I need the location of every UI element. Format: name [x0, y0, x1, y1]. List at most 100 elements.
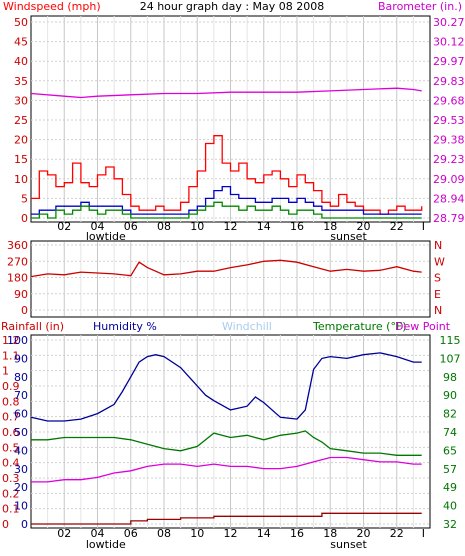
x-tick-label: 16: [290, 220, 304, 233]
barometer-tick: 29.23: [433, 153, 465, 166]
barometer-tick: 30.12: [433, 36, 465, 49]
windspeed-tick: 10: [14, 173, 28, 186]
temperature-tick: 65: [443, 444, 457, 457]
humidity-tick: 60: [14, 408, 28, 421]
x-tick-label: 12: [224, 527, 238, 540]
x-tick-label: 02: [57, 527, 71, 540]
rain-line: [31, 512, 422, 525]
x-tick-label: 18: [323, 220, 337, 233]
compass-tick: W: [434, 255, 445, 268]
rainfall-tick: 1.1: [2, 349, 20, 362]
windspeed-tick: 40: [14, 55, 28, 68]
rainfall-tick: 0.8: [2, 395, 20, 408]
barometer-tick: 29.68: [433, 94, 465, 107]
direction-tick: 90: [14, 288, 28, 301]
humidity-tick: 80: [14, 371, 28, 384]
windspeed-tick: 20: [14, 134, 28, 147]
temperature-axis-label: Temperature (°F): [312, 320, 407, 333]
x-tick-label: 10: [190, 220, 204, 233]
x-tick-label: 04: [91, 527, 105, 540]
rainfall-tick: 0.2: [2, 487, 20, 500]
x-tick-label: 20: [357, 220, 371, 233]
rainfall-tick: 0.3: [2, 472, 20, 485]
humidity-tick: 30: [14, 463, 28, 476]
x-annotation: sunset: [330, 538, 367, 551]
windspeed-tick: 0: [21, 212, 28, 225]
temp-panel-plot: [30, 352, 422, 525]
x-tick-label: 06: [124, 220, 138, 233]
temperature-tick: 98: [443, 371, 457, 384]
windspeed-tick: 15: [14, 153, 28, 166]
wind-series-line: [31, 135, 423, 215]
x-tick-label: 02: [57, 220, 71, 233]
wind-series-line: [31, 201, 422, 219]
x-tick-label: 20: [357, 527, 371, 540]
barometer-tick: 29.53: [433, 114, 465, 127]
chart-title: 24 hour graph day : May 08 2008: [140, 0, 325, 13]
tick-labels: 0510152025303540455028.7928.9429.0929.23…: [2, 16, 465, 551]
x-tick-label: 14: [257, 527, 271, 540]
temperature-tick: 32: [443, 518, 457, 531]
x-tick-label: 06: [124, 527, 138, 540]
compass-tick: N: [434, 304, 442, 317]
humidity-line: [30, 352, 422, 422]
humidity-tick: 50: [14, 426, 28, 439]
rainfall-tick: 0: [2, 518, 9, 531]
wind-panel-grid: [31, 16, 430, 222]
humidity-tick: 10: [14, 500, 28, 513]
x-tick-label: 22: [390, 220, 404, 233]
wind-series-line: [31, 185, 422, 215]
x-annotation: lowtide: [86, 230, 126, 243]
compass-tick: S: [434, 272, 441, 285]
direction-tick: 360: [7, 239, 28, 252]
barometer-tick: 28.94: [433, 192, 465, 205]
barometer-line: [30, 87, 422, 99]
rainfall-axis-label: Rainfall (in): [1, 320, 64, 333]
humidity-tick: 70: [14, 389, 28, 402]
temperature-tick: 74: [443, 426, 457, 439]
rainfall-tick: 0.6: [2, 426, 20, 439]
x-annotation: sunset: [330, 230, 367, 243]
barometer-tick: 29.09: [433, 173, 465, 186]
x-tick-label: 08: [157, 527, 171, 540]
temp-line: [31, 456, 422, 483]
temperature-tick: 90: [443, 389, 457, 402]
windspeed-tick: 25: [14, 114, 28, 127]
rainfall-tick: 0.4: [2, 457, 20, 470]
wind-panel-plot: [30, 87, 423, 219]
x-tick-label: 10: [190, 527, 204, 540]
temperature-tick: 40: [443, 500, 457, 513]
windspeed-tick: 45: [14, 36, 28, 49]
rainfall-tick: 0.9: [2, 380, 20, 393]
barometer-tick: 29.97: [433, 55, 465, 68]
windspeed-tick: 35: [14, 75, 28, 88]
temperature-tick: 107: [440, 352, 461, 365]
humidity-axis-label: Humidity %: [93, 320, 157, 333]
direction-tick: 270: [7, 255, 28, 268]
temperature-tick: 115: [440, 334, 461, 347]
rainfall-tick: 0.7: [2, 411, 20, 424]
windchill-axis-label: Windchill: [222, 320, 272, 333]
rainfall-tick: 1: [2, 365, 9, 378]
rainfall-tick: 0.5: [2, 441, 20, 454]
barometer-axis-label: Barometer (in.): [378, 0, 462, 13]
humidity-tick: 0: [21, 518, 28, 531]
temp-line: [31, 430, 422, 456]
barometer-tick: 30.27: [433, 16, 465, 29]
windspeed-tick: 50: [14, 16, 28, 29]
windspeed-tick: 30: [14, 94, 28, 107]
direction-panel-grid: [31, 242, 430, 316]
humidity-tick: 100: [7, 334, 28, 347]
dewpoint-axis-label: Dew Point: [395, 320, 451, 333]
x-end-tick: I: [422, 527, 425, 540]
x-tick-label: 12: [224, 220, 238, 233]
direction-tick: 0: [21, 304, 28, 317]
x-end-tick: I: [422, 220, 425, 233]
x-tick-label: 08: [157, 220, 171, 233]
temperature-tick: 82: [443, 408, 457, 421]
humidity-tick: 20: [14, 481, 28, 494]
humidity-tick: 40: [14, 444, 28, 457]
x-annotation: lowtide: [86, 538, 126, 551]
